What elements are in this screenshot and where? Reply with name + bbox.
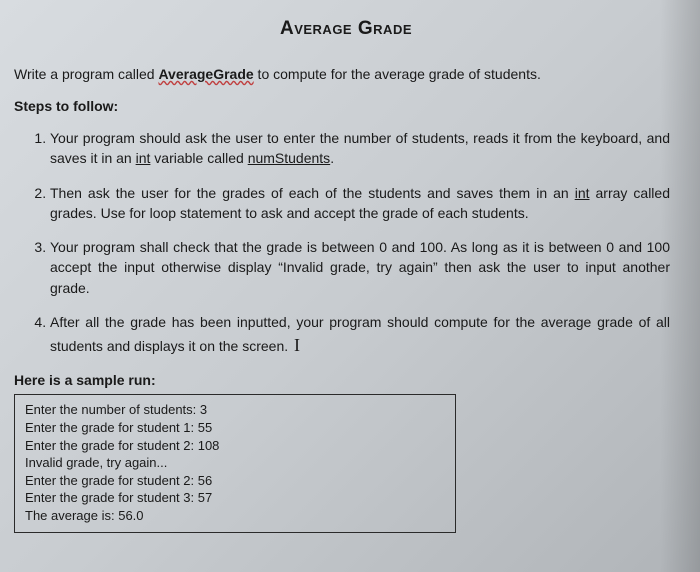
sample-line-5: Enter the grade for student 2: 56	[25, 472, 445, 490]
step1-part-c: .	[330, 150, 334, 166]
step1-var-name: numStudents	[248, 150, 331, 166]
step4-text: After all the grade has been inputted, y…	[50, 314, 670, 354]
sample-line-2: Enter the grade for student 1: 55	[25, 419, 445, 437]
sample-run-box: Enter the number of students: 3 Enter th…	[14, 394, 456, 533]
program-name: AverageGrade	[158, 66, 253, 82]
steps-list: Your program should ask the user to ente…	[14, 128, 678, 358]
sample-line-3: Enter the grade for student 2: 108	[25, 437, 445, 455]
intro-text-pre: Write a program called	[14, 66, 158, 82]
sample-line-6: Enter the grade for student 3: 57	[25, 489, 445, 507]
sample-line-1: Enter the number of students: 3	[25, 401, 445, 419]
intro-text-post: to compute for the average grade of stud…	[254, 66, 541, 82]
step-2: Then ask the user for the grades of each…	[50, 183, 678, 224]
document-page: Average Grade Write a program called Ave…	[0, 0, 700, 551]
sample-run-heading: Here is a sample run:	[14, 372, 678, 388]
page-title: Average Grade	[14, 18, 678, 40]
step1-part-b: variable called	[150, 150, 247, 166]
text-cursor-icon: I	[294, 335, 300, 355]
step2-part-a: Then ask the user for the grades of each…	[50, 185, 575, 201]
step1-int-keyword: int	[136, 150, 151, 166]
step-4: After all the grade has been inputted, y…	[50, 312, 678, 358]
step2-int-keyword: int	[575, 185, 590, 201]
steps-heading: Steps to follow:	[14, 98, 678, 114]
intro-paragraph: Write a program called AverageGrade to c…	[14, 66, 678, 82]
step-1: Your program should ask the user to ente…	[50, 128, 678, 169]
step-3: Your program shall check that the grade …	[50, 237, 678, 298]
sample-line-4: Invalid grade, try again...	[25, 454, 445, 472]
sample-line-7: The average is: 56.0	[25, 507, 445, 525]
